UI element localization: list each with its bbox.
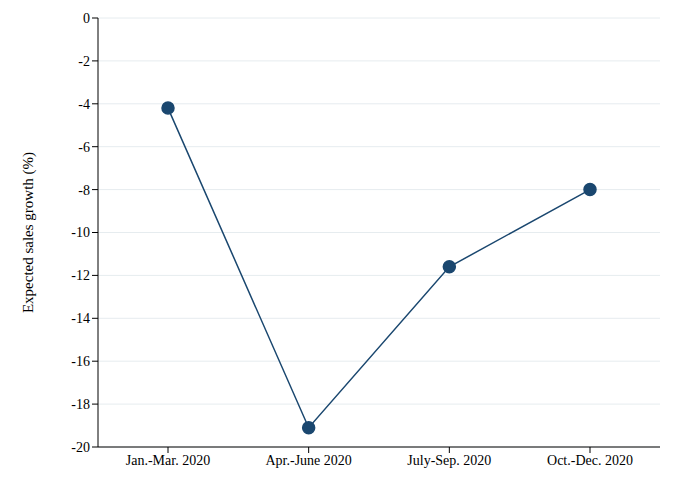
svg-text:July-Sep. 2020: July-Sep. 2020 (407, 453, 491, 468)
svg-text:-4: -4 (78, 97, 90, 112)
svg-text:-16: -16 (71, 354, 90, 369)
svg-text:0: 0 (83, 11, 90, 26)
svg-text:Expected sales growth (%): Expected sales growth (%) (20, 152, 37, 313)
svg-text:-20: -20 (71, 440, 90, 455)
svg-text:-18: -18 (71, 397, 90, 412)
svg-text:-12: -12 (71, 268, 90, 283)
svg-text:Apr.-June 2020: Apr.-June 2020 (266, 453, 352, 468)
svg-text:-14: -14 (71, 311, 90, 326)
svg-text:-8: -8 (78, 183, 90, 198)
svg-text:-6: -6 (78, 140, 90, 155)
svg-text:-10: -10 (71, 225, 90, 240)
svg-text:Jan.-Mar. 2020: Jan.-Mar. 2020 (126, 453, 210, 468)
svg-text:-2: -2 (78, 54, 90, 69)
svg-text:Oct.-Dec. 2020: Oct.-Dec. 2020 (547, 453, 633, 468)
